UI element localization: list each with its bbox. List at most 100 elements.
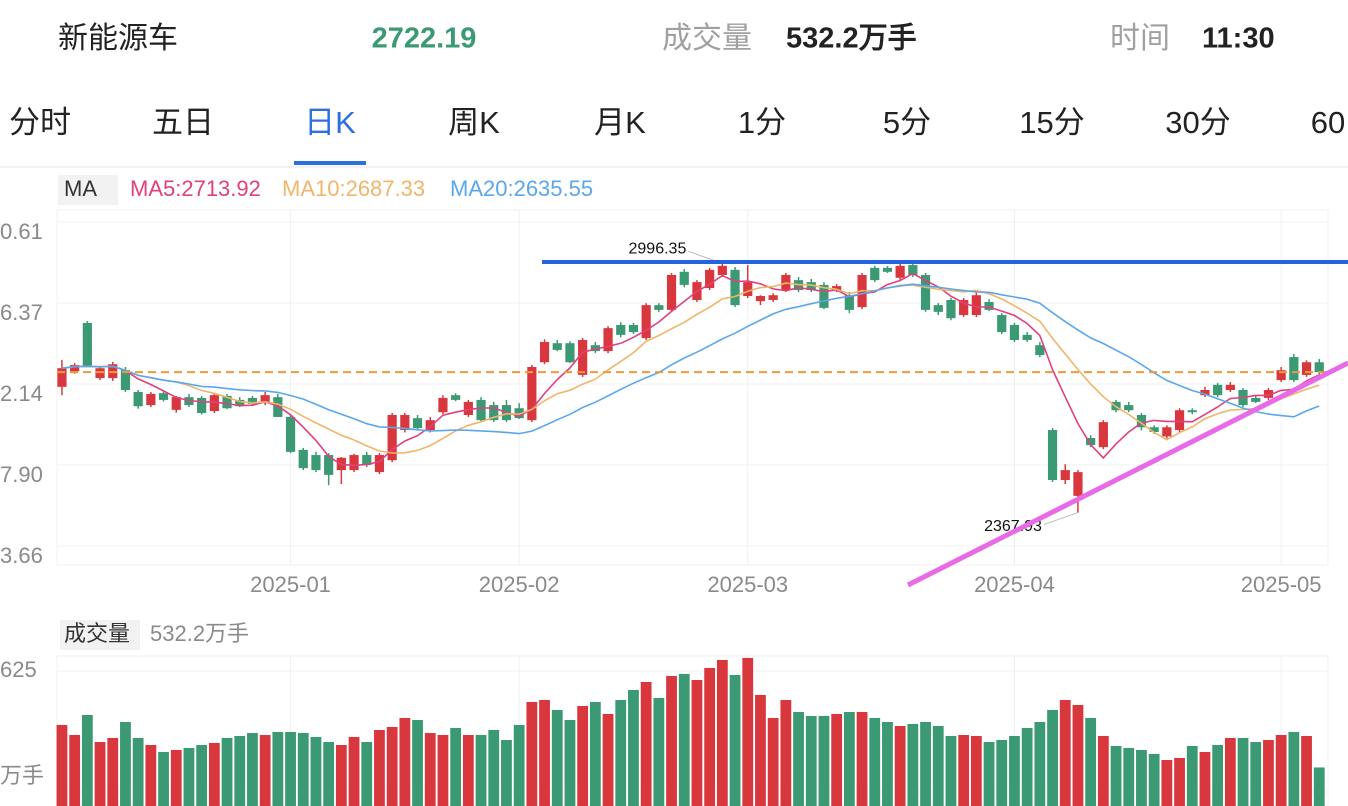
ma-legend: MA10:2687.33 (282, 176, 425, 201)
candle-body (641, 305, 651, 339)
candle-body (590, 345, 600, 352)
volume-panel-value: 532.2万手 (150, 621, 249, 646)
volume-bar (221, 737, 233, 806)
volume-bar (539, 699, 550, 806)
candle-body (1149, 427, 1159, 433)
candle-body (158, 393, 169, 400)
volume-bar (348, 736, 360, 806)
volume-bar (107, 737, 119, 806)
volume-bar (678, 673, 690, 806)
volume-bar (869, 717, 881, 806)
candle-body (527, 366, 537, 421)
y-tick-label: 625 (0, 657, 37, 682)
tab[interactable]: 1分 (738, 105, 786, 140)
ma-legend: MA5:2713.92 (130, 176, 261, 201)
volume-bar (285, 731, 296, 806)
volume-bar (640, 681, 652, 806)
candle-body (870, 267, 880, 281)
volume-bar (945, 735, 957, 806)
candle-body (1174, 410, 1185, 431)
volume-bar (1123, 747, 1135, 806)
candle-body (425, 420, 435, 431)
tab[interactable]: 月K (594, 105, 646, 140)
candle-body (603, 328, 613, 352)
volume-bar (272, 731, 284, 806)
x-tick-label: 2025-05 (1241, 572, 1322, 597)
volume-bar (920, 721, 931, 806)
volume-bar (196, 744, 208, 806)
candle-body (717, 265, 727, 275)
volume-bar (208, 742, 220, 806)
candle-body (920, 274, 931, 310)
index-price: 2722.19 (372, 23, 477, 55)
candle-body (451, 395, 461, 400)
time-value: 11:30 (1202, 23, 1275, 55)
volume-bar (310, 736, 322, 806)
x-tick-label: 2025-02 (479, 572, 560, 597)
candle-body (120, 370, 131, 391)
candle-body (133, 391, 143, 407)
volume-bar (843, 711, 855, 806)
ma-legend: MA20:2635.55 (450, 176, 593, 201)
price-panel (56, 209, 1329, 566)
tab[interactable]: 60 (1311, 105, 1345, 140)
volume-bar (120, 721, 131, 806)
candle-body (1301, 362, 1312, 375)
tab[interactable]: 30分 (1165, 105, 1230, 140)
candle-body (222, 395, 232, 409)
volume-bar (932, 725, 944, 806)
volume-bar (1301, 735, 1312, 806)
y-tick-label: 7.90 (0, 462, 43, 487)
volume-bar (666, 675, 677, 806)
tab[interactable]: 分时 (9, 105, 71, 140)
candle-body (273, 397, 283, 417)
candle-body (438, 397, 448, 413)
tab[interactable]: 15分 (1019, 105, 1084, 140)
x-tick-label: 2025-01 (250, 572, 331, 597)
candle-body (209, 395, 219, 412)
candle-body (552, 343, 562, 350)
volume-value: 532.2万手 (786, 22, 917, 55)
candle-body (95, 368, 105, 379)
candle-body (1200, 390, 1210, 396)
volume-bar (564, 719, 576, 806)
candle-body (832, 286, 842, 291)
volume-bar (69, 734, 81, 806)
tab[interactable]: 5分 (883, 105, 931, 140)
candle-body (1124, 405, 1134, 411)
volume-bar (628, 689, 639, 806)
candle-body (616, 324, 626, 335)
candle-body (311, 455, 321, 471)
volume-bar (450, 727, 462, 806)
candle-body (362, 455, 372, 465)
candle-body (666, 274, 677, 310)
candle-body (578, 340, 588, 375)
candle-body (1213, 384, 1223, 396)
volume-bar (183, 747, 195, 806)
volume-bar (729, 674, 741, 806)
ma-line (61, 283, 1320, 435)
tab[interactable]: 日K (304, 105, 356, 140)
volume-bar (1009, 735, 1020, 806)
volume-bar (1212, 744, 1224, 806)
time-caption: 时间 (1110, 22, 1170, 55)
drawn-trend-line (906, 360, 1348, 588)
tab[interactable]: 五日 (152, 105, 214, 140)
active-tab-indicator (294, 161, 366, 165)
candle-body (1086, 437, 1096, 446)
candle-body (1098, 422, 1108, 448)
volume-bar (1263, 739, 1274, 806)
volume-bar (1110, 745, 1122, 806)
candle-body (565, 343, 575, 363)
volume-bar (958, 734, 970, 806)
volume-bar (56, 724, 68, 806)
volume-bar (1237, 737, 1249, 806)
volume-box (60, 620, 140, 650)
volume-bar (589, 701, 601, 806)
tab[interactable]: 周K (448, 105, 500, 140)
volume-bar (501, 739, 512, 806)
volume-bar (526, 701, 538, 806)
volume-bar (1161, 760, 1173, 806)
candle-body (400, 414, 410, 431)
